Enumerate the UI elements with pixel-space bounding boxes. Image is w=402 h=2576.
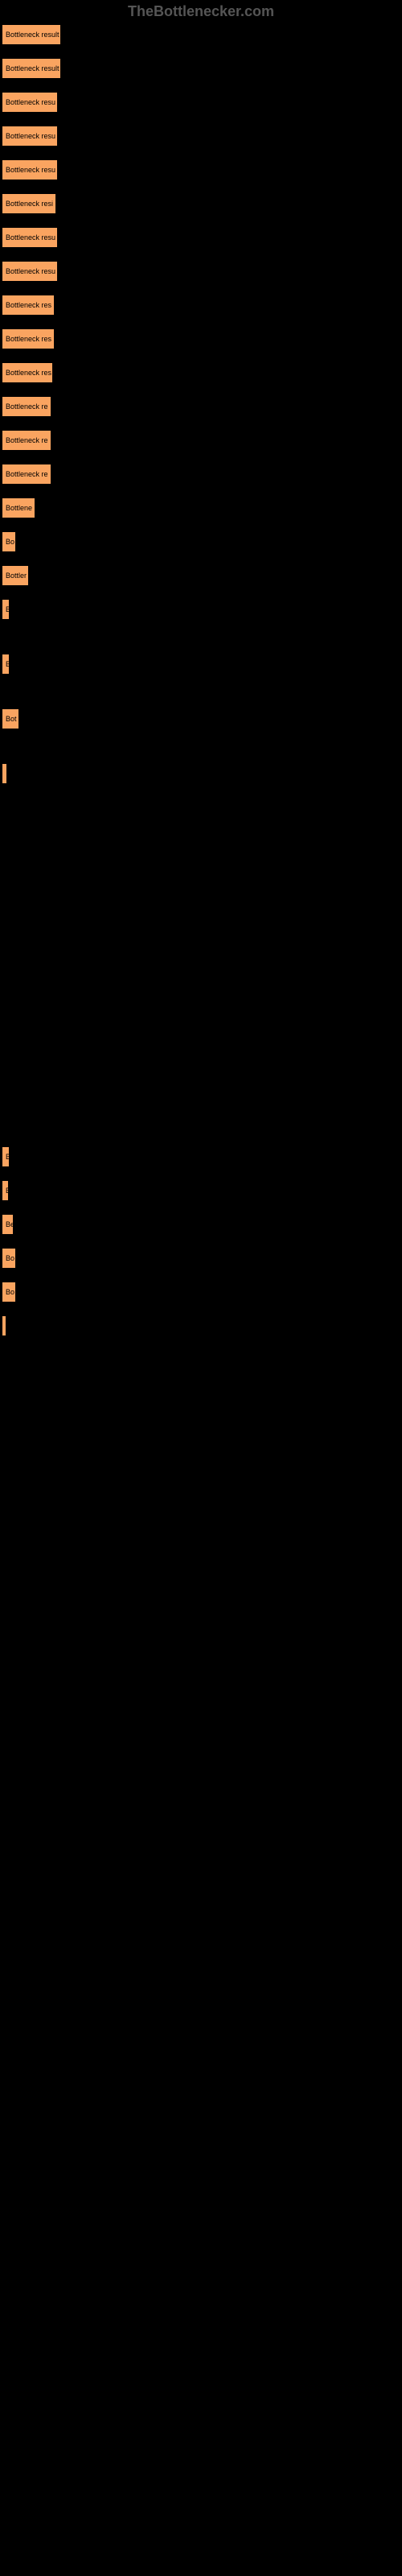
bar-row: B xyxy=(2,1146,400,1167)
bar-label: B xyxy=(6,660,10,668)
bar xyxy=(2,763,7,784)
bar-row: Bottleneck res xyxy=(2,328,400,349)
bar-row xyxy=(2,763,400,784)
bar-row: Bottleneck resu xyxy=(2,227,400,248)
bar-label: B xyxy=(6,605,10,613)
bar-label: Bottleneck re xyxy=(6,436,48,444)
bar-row: Bot xyxy=(2,708,400,729)
bar: Bottleneck resu xyxy=(2,92,58,113)
bar-row: Bottleneck re xyxy=(2,396,400,417)
bar: Bottleneck resu xyxy=(2,159,58,180)
bar-row xyxy=(2,1315,400,1336)
bar-label: Bottleneck result xyxy=(6,64,59,72)
bar-row: Bottleneck res xyxy=(2,362,400,383)
bar-row: B xyxy=(2,654,400,675)
bar: Bottleneck resi xyxy=(2,193,56,214)
bar: Bot xyxy=(2,708,19,729)
bar-label: Bottleneck resu xyxy=(6,166,55,174)
bar: B xyxy=(2,599,10,620)
bar-row: Bottleneck re xyxy=(2,464,400,485)
bar: B xyxy=(2,1146,10,1167)
bar-label: Bot xyxy=(6,715,17,723)
bar-chart: Bottleneck result Bottleneck result Bottle… xyxy=(0,16,402,1357)
bar-label: Bo xyxy=(6,1288,14,1296)
bar-label: Bottlene xyxy=(6,504,32,512)
bar: Bottlene xyxy=(2,497,35,518)
bar: Bottleneck result xyxy=(2,24,61,45)
bar: Bo xyxy=(2,1248,16,1269)
bar: Bottleneck resu xyxy=(2,126,58,147)
bar: Bo xyxy=(2,531,16,552)
bar-row: Bottlene xyxy=(2,497,400,518)
bar: Bottleneck re xyxy=(2,396,51,417)
bar: Bottler xyxy=(2,565,29,586)
bar-label: Bottleneck res xyxy=(6,369,51,377)
bar-row: Bo xyxy=(2,531,400,552)
bar: Bottleneck re xyxy=(2,430,51,451)
bar: Bottleneck resu xyxy=(2,261,58,282)
bar-row: B xyxy=(2,1180,400,1201)
bar-label: Bo xyxy=(6,538,14,546)
bar-label: Bo xyxy=(6,1254,14,1262)
bar-label: Bottleneck resi xyxy=(6,200,53,208)
bar-row: Bottleneck resu xyxy=(2,261,400,282)
bar-label: B xyxy=(6,1187,9,1195)
bar-row: Bottleneck resu xyxy=(2,159,400,180)
bar-label: Bottler xyxy=(6,572,27,580)
bar-label: Bottleneck resu xyxy=(6,233,55,242)
bar-label: Bottleneck re xyxy=(6,402,48,411)
bar-row: B xyxy=(2,599,400,620)
bar-label: B xyxy=(6,1153,10,1161)
bar: Bottleneck res xyxy=(2,295,55,316)
bar-row: Bottleneck res xyxy=(2,295,400,316)
bar-row: Bottleneck re xyxy=(2,430,400,451)
bar-label: Bottleneck res xyxy=(6,301,51,309)
bar-row: Bottleneck resu xyxy=(2,126,400,147)
bar xyxy=(2,1315,6,1336)
bar-row: Bottleneck result xyxy=(2,58,400,79)
bar-row: Bottleneck resi xyxy=(2,193,400,214)
bar-label: Bottleneck resu xyxy=(6,132,55,140)
bar: Bottleneck result xyxy=(2,58,61,79)
bar: Bottleneck res xyxy=(2,362,53,383)
bar-label: Bottleneck resu xyxy=(6,98,55,106)
bar: B xyxy=(2,1180,9,1201)
bar-row: Bo xyxy=(2,1282,400,1302)
bar-label: Be xyxy=(6,1220,14,1228)
bar: Bottleneck res xyxy=(2,328,55,349)
bar-row: Bottler xyxy=(2,565,400,586)
bar-row: Bo xyxy=(2,1248,400,1269)
bar: Bottleneck re xyxy=(2,464,51,485)
bar: Bo xyxy=(2,1282,16,1302)
bar-label: Bottleneck res xyxy=(6,335,51,343)
bar-label: Bottleneck result xyxy=(6,31,59,39)
bar-row: Bottleneck result xyxy=(2,24,400,45)
bar-label: Bottleneck resu xyxy=(6,267,55,275)
bar-row: Be xyxy=(2,1214,400,1235)
bar-label: Bottleneck re xyxy=(6,470,48,478)
bar: B xyxy=(2,654,10,675)
bar-row: Bottleneck resu xyxy=(2,92,400,113)
watermark: TheBottlenecker.com xyxy=(128,3,274,20)
bar: Be xyxy=(2,1214,14,1235)
bar: Bottleneck resu xyxy=(2,227,58,248)
